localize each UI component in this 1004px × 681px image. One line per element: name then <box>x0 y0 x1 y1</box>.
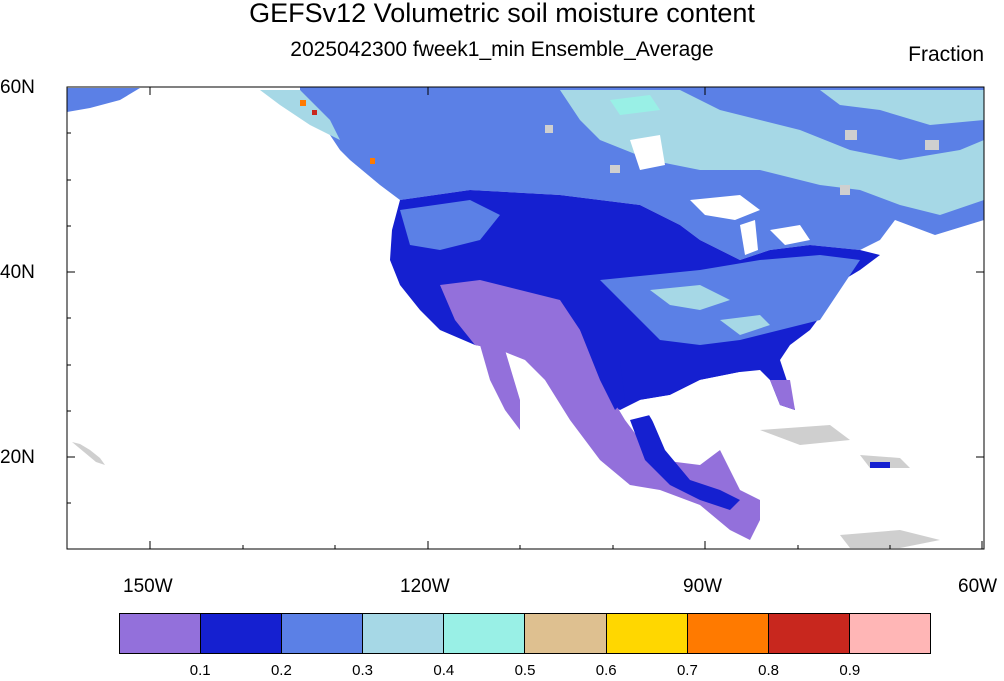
colorbar-label: 0.1 <box>189 662 211 679</box>
lat-label-60n: 60N <box>0 77 35 98</box>
region-canada <box>300 87 984 260</box>
colorbar-label: 0.3 <box>352 662 374 679</box>
region-alaska <box>67 90 340 150</box>
map-title: GEFSv12 Volumetric soil moisture content <box>249 0 755 28</box>
colorbar-label: 0.6 <box>595 662 617 679</box>
colorbar <box>119 613 931 654</box>
lat-label-20n: 20N <box>0 447 35 468</box>
map-subtitle: 2025042300 fweek1_min Ensemble_Average <box>290 38 714 61</box>
colorbar-swatch <box>120 614 202 653</box>
lon-label-90w: 90W <box>683 576 723 597</box>
caribbean <box>760 425 850 445</box>
colorbar-label: 0.9 <box>839 662 861 679</box>
lon-label-60w: 60W <box>958 576 998 597</box>
units-label: Fraction <box>908 43 984 66</box>
soil-moisture-map <box>66 86 985 550</box>
colorbar-swatch <box>849 614 930 653</box>
colorbar-label: 0.4 <box>433 662 455 679</box>
colorbar-swatch <box>444 614 526 653</box>
colorbar-label: 0.8 <box>758 662 780 679</box>
lon-label-120w: 120W <box>400 576 450 597</box>
colorbar-label: 0.7 <box>676 662 698 679</box>
colorbar-label: 0.5 <box>514 662 536 679</box>
colorbar-swatch <box>525 614 607 653</box>
colorbar-label: 0.2 <box>270 662 292 679</box>
lon-label-150w: 150W <box>123 576 173 597</box>
colorbar-swatch <box>282 614 364 653</box>
great-lakes <box>690 195 810 255</box>
hawaii <box>72 442 105 465</box>
colorbar-swatch <box>606 614 688 653</box>
colorbar-swatch <box>687 614 769 653</box>
colorbar-swatch <box>363 614 445 653</box>
region-canada-light <box>560 90 984 215</box>
colorbar-swatch <box>768 614 850 653</box>
colorbar-swatch <box>201 614 283 653</box>
lat-label-40n: 40N <box>0 262 35 283</box>
